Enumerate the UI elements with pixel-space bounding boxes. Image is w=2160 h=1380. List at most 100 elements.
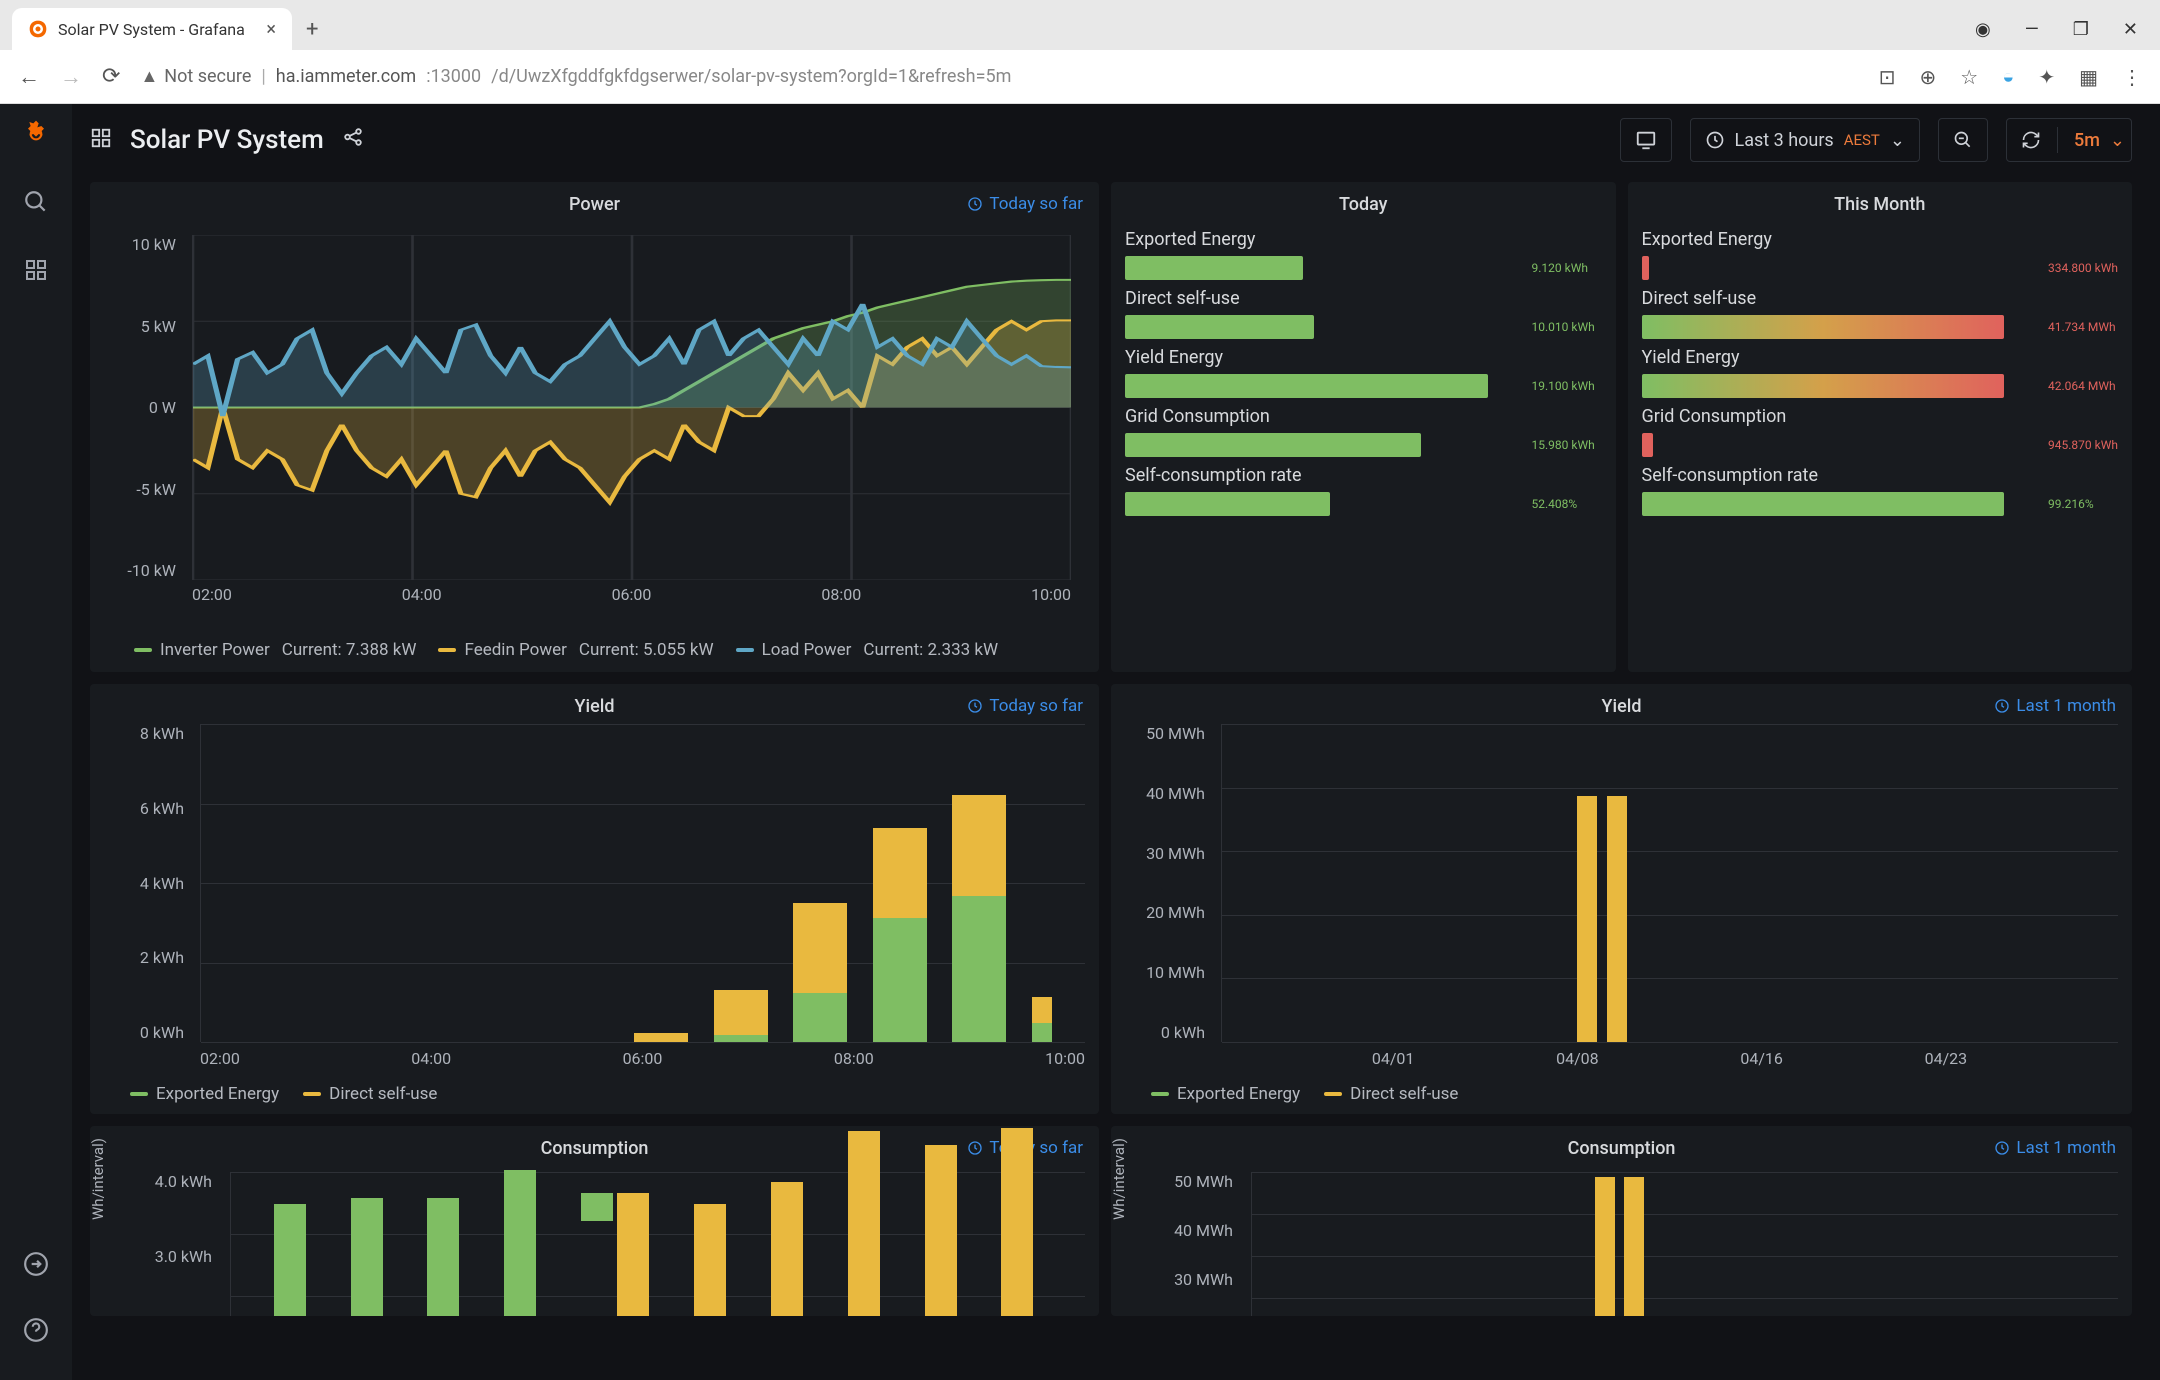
chart-legend: Exported EnergyDirect self-use [1151,1084,1458,1104]
yield-today-panel[interactable]: Yield Today so far 8 kWh6 kWh4 kWh2 kWh0… [90,684,1099,1114]
timezone-label: AEST [1844,131,1880,149]
y-axis-labels: 50 MWh40 MWh30 MWh [1111,1172,1241,1316]
stat-label: Self-consumption rate [1642,465,2119,486]
stat-label: Grid Consumption [1642,406,2119,427]
stat-metric: Self-consumption rate52.408% [1125,465,1602,516]
stat-metric: Yield Energy 42.064 MWh [1642,347,2119,398]
search-icon[interactable] [20,186,52,218]
y-axis-labels: 4.0 kWh3.0 kWh [90,1172,220,1316]
plot-area [200,724,1085,1042]
panel-title: This Month [1642,194,2119,215]
stat-label: Direct self-use [1642,288,2119,309]
refresh-interval: 5m [2074,130,2100,151]
back-button[interactable]: ← [18,64,40,90]
extension-icon-1[interactable]: ◒ [2002,64,2014,89]
stat-label: Yield Energy [1125,347,1602,368]
stat-label: Yield Energy [1642,347,2119,368]
stat-value: 52.408% [1532,497,1602,511]
time-range-label: Last 3 hours [1735,130,1834,151]
plot-area [1221,724,2118,1042]
panel-link[interactable]: Today so far [967,194,1083,214]
chevron-down-icon: ⌄ [2110,130,2125,151]
consumption-today-panel[interactable]: Consumption Today so far Wh/interval) 4.… [90,1126,1099,1316]
chevron-down-icon: ⌄ [1890,130,1905,151]
yield-month-panel[interactable]: Yield Last 1 month 50 MWh40 MWh30 MWh20 … [1111,684,2132,1114]
stat-value: 10.010 kWh [1532,320,1602,334]
chart-legend: Inverter Power Current: 7.388 kWFeedin P… [134,640,1085,660]
tv-mode-button[interactable] [1620,118,1672,162]
stat-metric: Direct self-use10.010 kWh [1125,288,1602,339]
panel-link[interactable]: Last 1 month [1994,696,2116,716]
time-range-picker[interactable]: Last 3 hours AEST ⌄ [1690,118,1920,162]
menu-icon[interactable]: ⋮ [2122,65,2142,89]
translate-icon[interactable]: ⊡ [1879,65,1896,89]
tab-title: Solar PV System - Grafana [58,20,256,39]
url-path: /d/UwzXfgddfgkfdgserwer/solar-pv-system?… [491,66,1011,87]
extension-icon-2[interactable]: ▦ [2079,65,2098,89]
stat-label: Exported Energy [1125,229,1602,250]
stat-metric: Grid Consumption 15.980 kWh [1125,406,1602,457]
plot-area [192,235,1071,580]
sidebar [0,104,72,1380]
extensions-icon[interactable]: ✦ [2038,65,2055,89]
new-tab-button[interactable]: + [306,17,318,42]
help-icon[interactable] [20,1314,52,1346]
grafana-app: Solar PV System Last 3 hours AEST ⌄ 5m [0,104,2160,1380]
minimize-icon[interactable]: — [2025,19,2039,40]
power-chart: 10 kW5 kW0 W-5 kW-10 kW 02:0004:0006:000… [104,215,1085,640]
panel-link[interactable]: Last 1 month [1994,1138,2116,1158]
maximize-icon[interactable]: ❐ [2073,19,2089,40]
browser-tab[interactable]: Solar PV System - Grafana × [12,8,292,50]
grafana-logo[interactable] [20,118,52,150]
zoom-out-button[interactable] [1938,118,1988,162]
stat-value: 334.800 kWh [2048,261,2118,275]
stat-value: 42.064 MWh [2048,379,2118,393]
tab-bar: Solar PV System - Grafana × + ◉ — ❐ ✕ [0,0,2160,50]
stat-label: Exported Energy [1642,229,2119,250]
stat-value: 945.870 kWh [2048,438,2118,452]
account-icon[interactable]: ◉ [1975,19,1991,40]
panel-grid: Power Today so far 10 kW5 kW0 W-5 kW-10 … [90,182,2132,1316]
panel-link[interactable]: Today so far [967,696,1083,716]
window-controls: ◉ — ❐ ✕ [1975,19,2138,40]
stat-value: 19.100 kWh [1532,379,1602,393]
panel-title: Yield [1125,696,2118,717]
y-axis-labels: 8 kWh6 kWh4 kWh2 kWh0 kWh [90,724,192,1042]
power-panel[interactable]: Power Today so far 10 kW5 kW0 W-5 kW-10 … [90,182,1099,672]
not-secure-badge[interactable]: ▲ Not secure [140,66,251,87]
month-panel[interactable]: This Month Exported Energy 334.800 kWh Dir… [1628,182,2133,672]
panel-title: Today [1125,194,1602,215]
share-icon[interactable] [342,126,364,154]
tab-close-icon[interactable]: × [266,19,276,40]
plot-area [1251,1172,2118,1316]
chart-legend: Exported EnergyDirect self-use [130,1084,437,1104]
signin-icon[interactable] [20,1248,52,1280]
dashboard-grid-icon[interactable] [90,127,112,154]
plot-area [230,1172,1085,1316]
stat-value: 99.216% [2048,497,2118,511]
bookmark-icon[interactable]: ☆ [1960,65,1978,89]
dashboards-icon[interactable] [20,254,52,286]
y-axis-labels: 50 MWh40 MWh30 MWh20 MWh10 MWh0 kWh [1111,724,1213,1042]
x-axis-labels: 02:0004:0006:0008:0010:00 [200,1049,1085,1068]
stat-metric: Grid Consumption 945.870 kWh [1642,406,2119,457]
panel-title: Yield [104,696,1085,717]
today-panel[interactable]: Today Exported Energy9.120 kWhDirect sel… [1111,182,1616,672]
url-field[interactable]: ▲ Not secure | ha.iammeter.com:13000/d/U… [140,66,1858,87]
reload-button[interactable]: ⟳ [102,64,120,89]
main-content: Solar PV System Last 3 hours AEST ⌄ 5m [72,104,2160,1380]
url-host: ha.iammeter.com [276,66,416,87]
addr-toolbar: ⊡ ⊕ ☆ ◒ ✦ ▦ ⋮ [1879,64,2142,89]
zoom-icon[interactable]: ⊕ [1920,65,1937,89]
stat-value: 15.980 kWh [1532,438,1602,452]
stat-metric: Direct self-use41.734 MWh [1642,288,2119,339]
refresh-button[interactable]: 5m ⌄ [2006,118,2132,162]
forward-button[interactable]: → [60,64,82,90]
stat-label: Grid Consumption [1125,406,1602,427]
dashboard-header: Solar PV System Last 3 hours AEST ⌄ 5m [90,104,2132,176]
y-axis-labels: 10 kW5 kW0 W-5 kW-10 kW [104,235,184,580]
consumption-month-panel[interactable]: Consumption Last 1 month Wh/interval) 50… [1111,1126,2132,1316]
close-window-icon[interactable]: ✕ [2123,19,2138,40]
panel-title: Consumption [1125,1138,2118,1159]
stat-list: Exported Energy9.120 kWhDirect self-use1… [1125,221,1602,524]
